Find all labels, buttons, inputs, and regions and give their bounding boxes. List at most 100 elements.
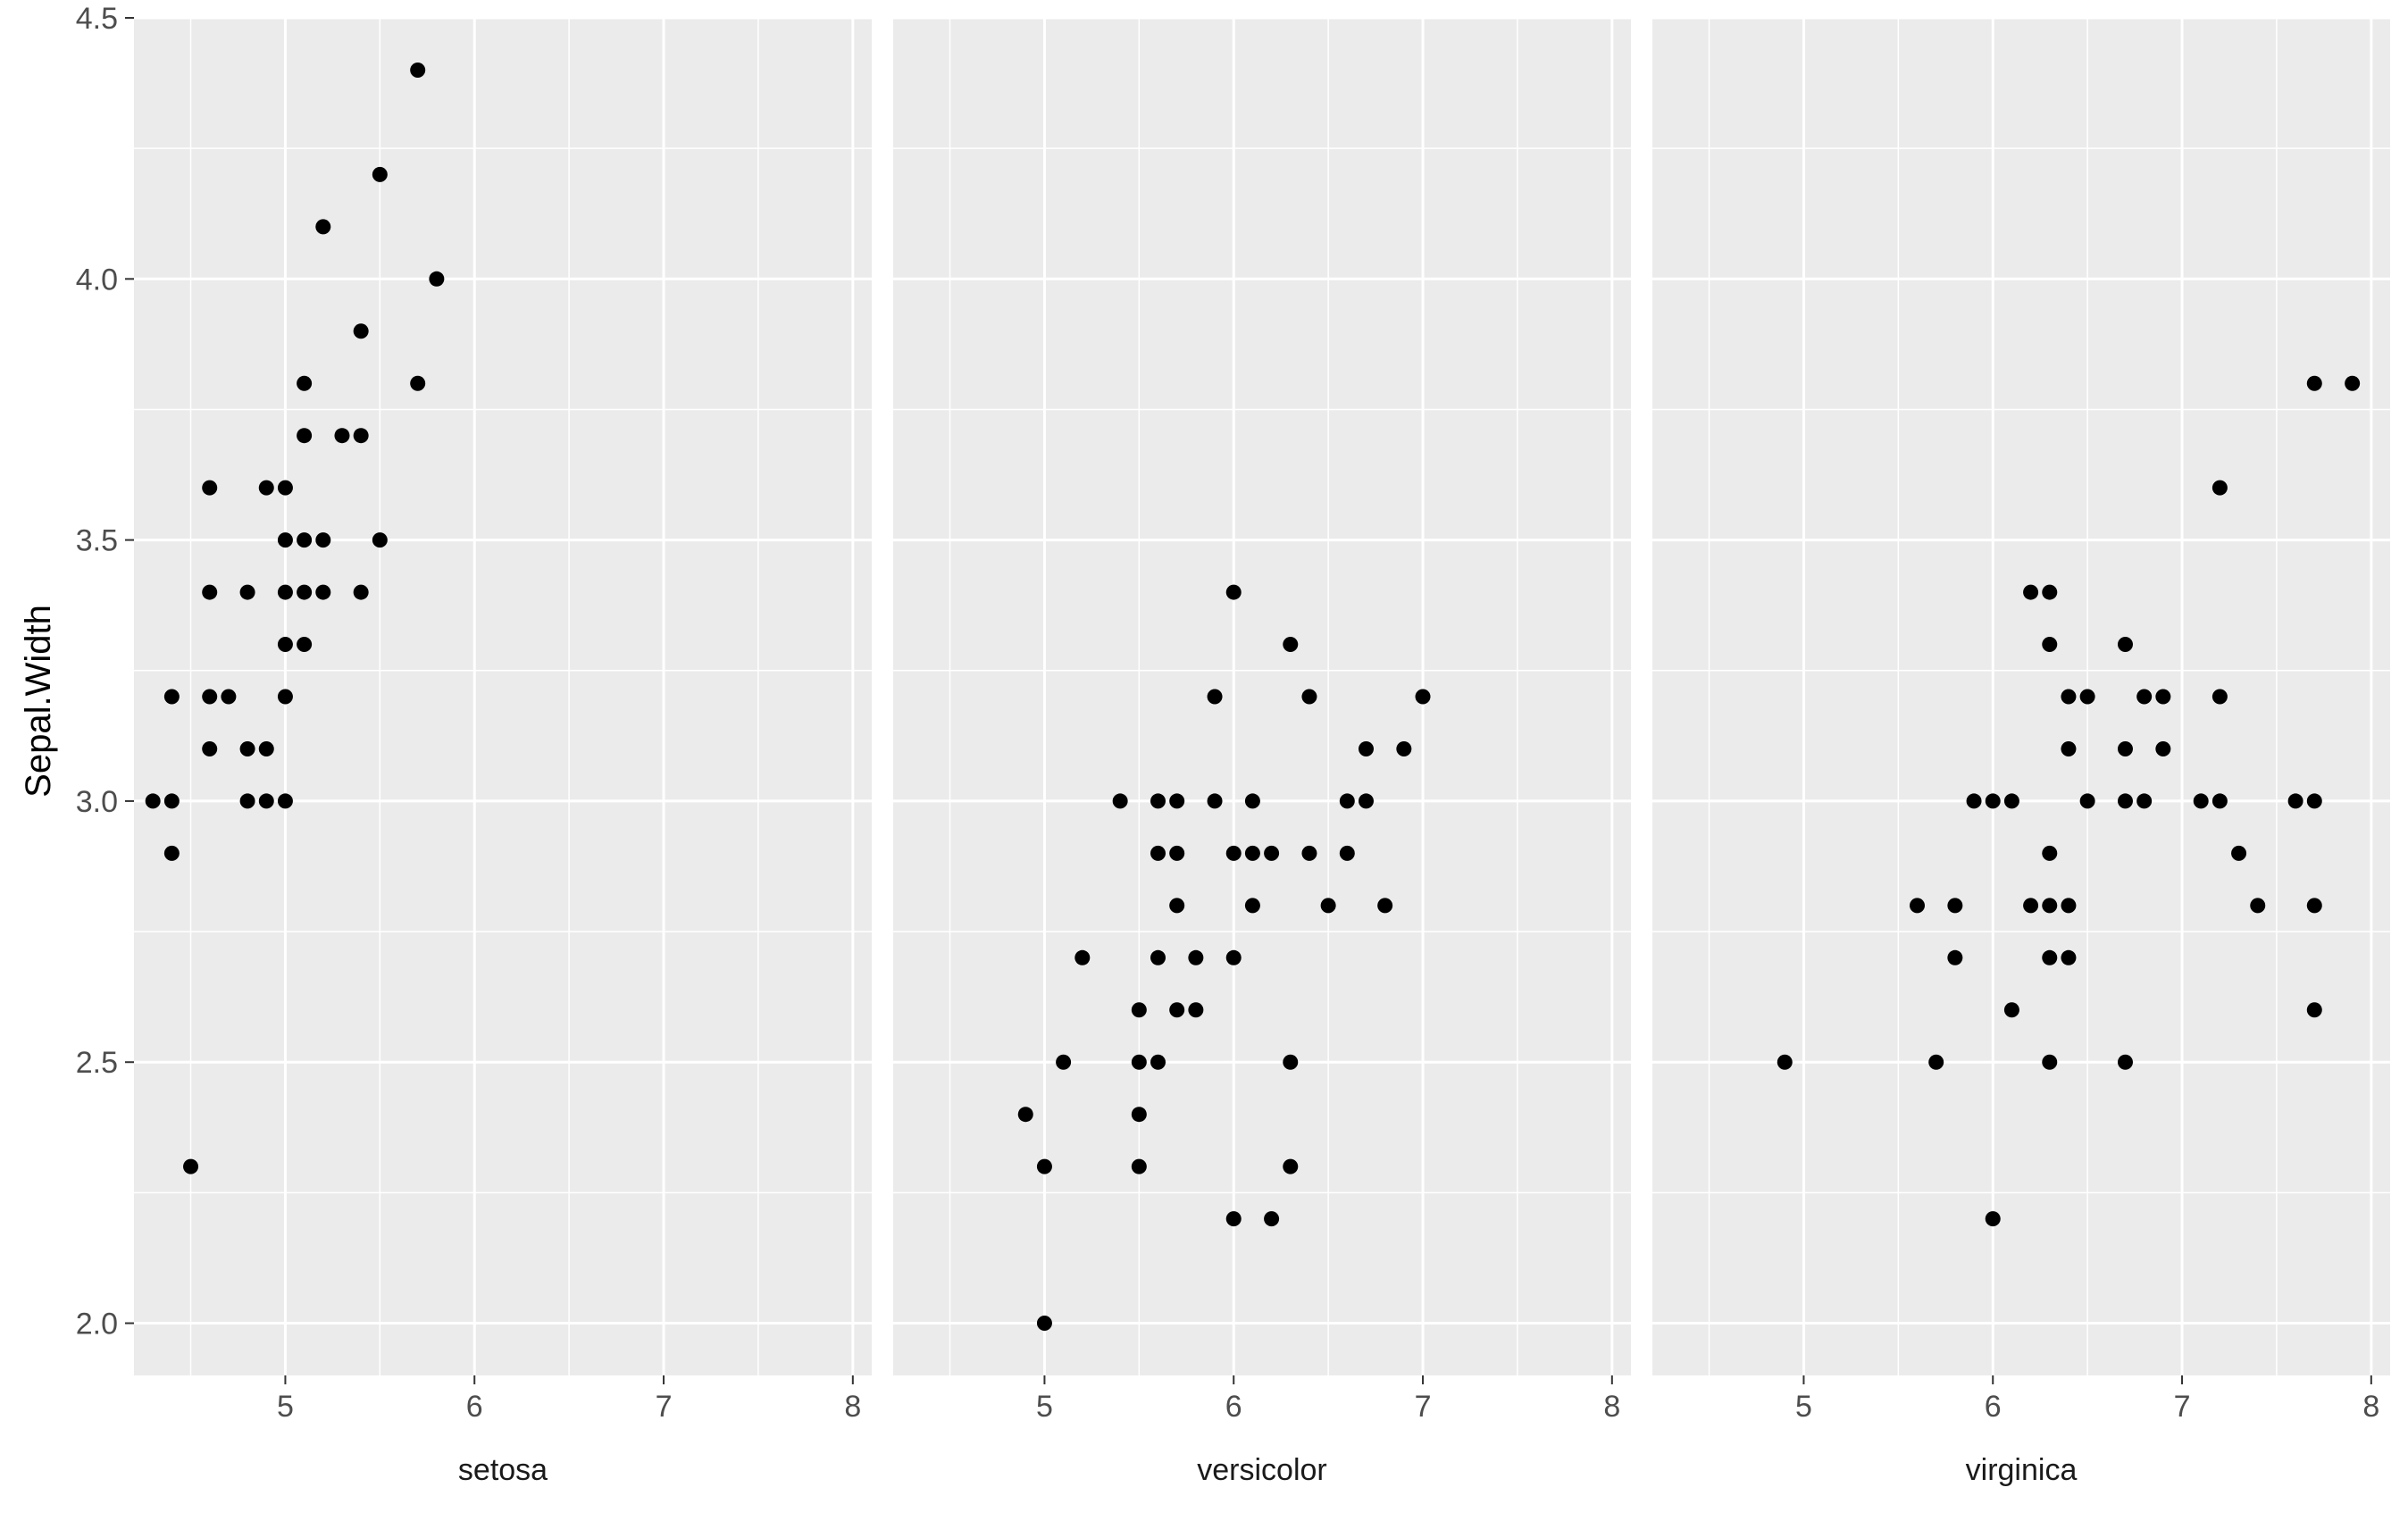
data-point xyxy=(1150,1054,1166,1070)
data-point xyxy=(1169,898,1185,914)
data-point xyxy=(1207,689,1223,705)
facet-label: virginica xyxy=(1966,1453,2078,1487)
data-point xyxy=(2306,898,2322,914)
facet-panel-virginica: 5 6 7 8 virginica xyxy=(1652,16,2390,1487)
data-point xyxy=(1301,845,1317,861)
data-point xyxy=(1947,898,1963,914)
data-point xyxy=(2042,584,2058,600)
data-point xyxy=(1131,1054,1147,1070)
y-axis-title: Sepal.Width xyxy=(19,605,58,798)
data-point xyxy=(1377,898,1393,914)
data-point xyxy=(2155,740,2171,756)
data-point xyxy=(239,793,255,809)
panel-background xyxy=(893,18,1631,1375)
data-point xyxy=(1169,845,1185,861)
data-point xyxy=(1131,1158,1147,1174)
data-point xyxy=(1207,793,1223,809)
data-point xyxy=(1150,845,1166,861)
data-point xyxy=(2212,480,2228,496)
data-point xyxy=(353,323,369,339)
x-tick-label: 5 xyxy=(277,1390,294,1424)
data-point xyxy=(2023,584,2039,600)
data-point xyxy=(1017,1107,1033,1123)
data-point xyxy=(2231,845,2247,861)
data-point xyxy=(1358,793,1374,809)
x-tick-label: 5 xyxy=(1795,1390,1812,1424)
data-point xyxy=(202,689,218,705)
data-point xyxy=(163,793,180,809)
data-point xyxy=(297,584,313,600)
data-point xyxy=(410,375,426,391)
data-point xyxy=(2023,898,2039,914)
x-tick-label: 7 xyxy=(656,1390,673,1424)
data-point xyxy=(297,375,313,391)
panels: 5 6 7 8 setosa 5 6 7 8 versicolor 5 6 7 8 virginica xyxy=(134,16,2390,1487)
x-tick-label: 8 xyxy=(844,1390,861,1424)
data-point xyxy=(2117,1054,2133,1070)
data-point xyxy=(1339,793,1355,809)
data-point xyxy=(353,584,369,600)
data-point xyxy=(2042,898,2058,914)
data-point xyxy=(1150,793,1166,809)
data-point xyxy=(163,689,180,705)
data-point xyxy=(1339,845,1355,861)
data-point xyxy=(2155,689,2171,705)
data-point xyxy=(353,428,369,444)
data-point xyxy=(277,689,293,705)
data-point xyxy=(2117,793,2133,809)
data-point xyxy=(2061,898,2077,914)
data-point xyxy=(1301,689,1317,705)
data-point xyxy=(372,166,388,182)
data-point xyxy=(2061,740,2077,756)
data-point xyxy=(1283,1158,1299,1174)
data-point xyxy=(239,584,255,600)
y-tick-label: 2.5 xyxy=(76,1046,118,1080)
data-point xyxy=(1188,1002,1204,1018)
data-point xyxy=(1777,1054,1793,1070)
data-point xyxy=(277,793,293,809)
data-point xyxy=(1225,949,1242,965)
data-point xyxy=(410,62,426,78)
data-point xyxy=(1396,740,1412,756)
data-point xyxy=(2117,637,2133,653)
data-point xyxy=(258,480,274,496)
data-point xyxy=(1188,949,1204,965)
data-point xyxy=(183,1158,199,1174)
data-point xyxy=(297,637,313,653)
data-point xyxy=(1244,793,1260,809)
data-point xyxy=(429,271,445,287)
data-point xyxy=(1074,949,1091,965)
facet-label: versicolor xyxy=(1197,1453,1326,1487)
data-point xyxy=(1910,898,1926,914)
y-axis: 2.0 2.5 3.0 3.5 4.0 4.5 xyxy=(76,2,134,1341)
data-point xyxy=(315,584,331,600)
data-point xyxy=(2079,793,2095,809)
y-tick-label: 3.5 xyxy=(76,524,118,558)
data-point xyxy=(2042,845,2058,861)
panel-background xyxy=(1652,18,2390,1375)
data-point xyxy=(297,428,313,444)
data-point xyxy=(372,532,388,548)
data-point xyxy=(1225,584,1242,600)
data-point xyxy=(202,584,218,600)
data-point xyxy=(1928,1054,1944,1070)
data-point xyxy=(2306,1002,2322,1018)
y-tick-label: 3.0 xyxy=(76,785,118,819)
data-point xyxy=(1169,1002,1185,1018)
y-tick-label: 4.5 xyxy=(76,2,118,36)
data-point xyxy=(2212,689,2228,705)
data-point xyxy=(145,793,161,809)
facet-label: setosa xyxy=(458,1453,548,1487)
data-point xyxy=(258,793,274,809)
data-point xyxy=(1415,689,1431,705)
data-point xyxy=(1244,845,1260,861)
data-point xyxy=(1225,1211,1242,1227)
data-point xyxy=(1283,1054,1299,1070)
data-point xyxy=(1112,793,1128,809)
data-point xyxy=(1169,793,1185,809)
data-point xyxy=(239,740,255,756)
x-tick-label: 7 xyxy=(2174,1390,2191,1424)
data-point xyxy=(315,219,331,235)
data-point xyxy=(1244,898,1260,914)
